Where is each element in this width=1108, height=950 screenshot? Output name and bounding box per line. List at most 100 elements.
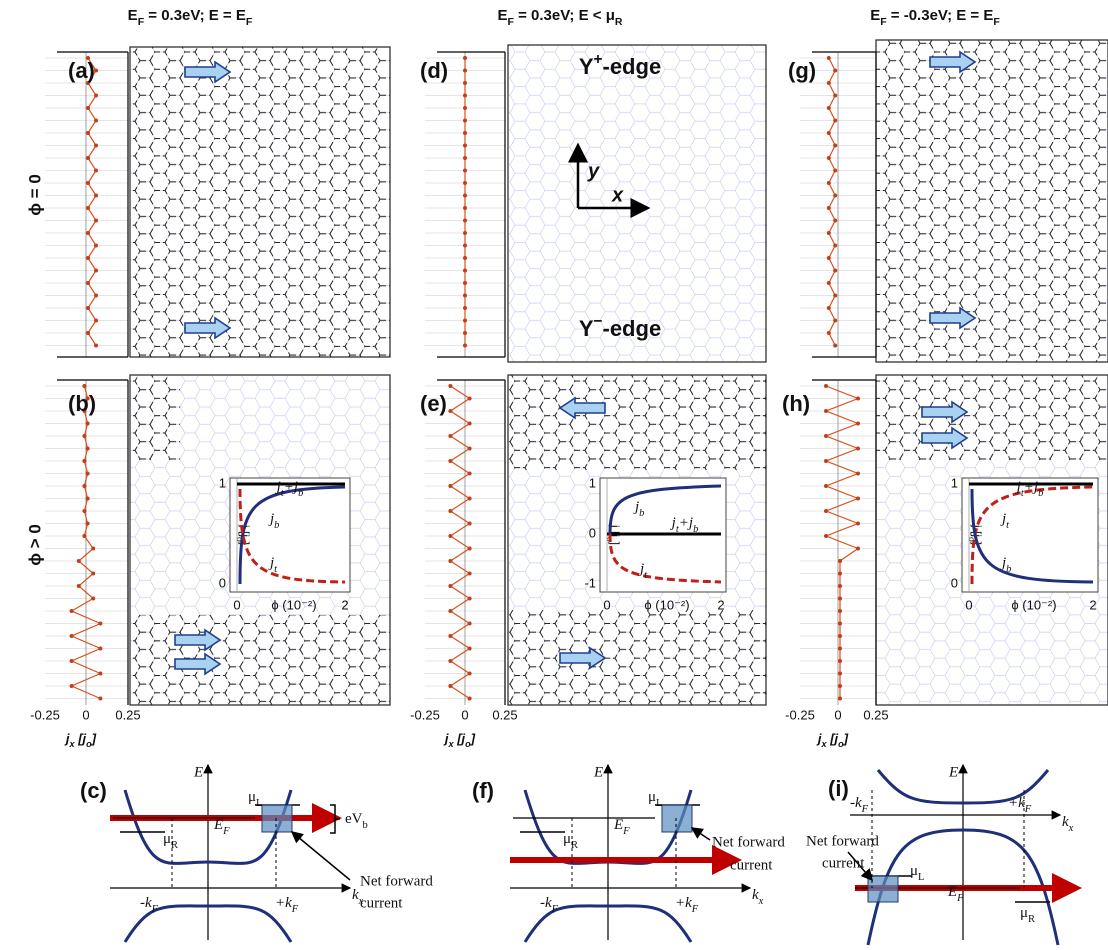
text-piece: R xyxy=(1028,914,1035,925)
text-piece: + xyxy=(1024,479,1034,495)
text-piece: E xyxy=(956,7,966,24)
text-piece: b xyxy=(1038,488,1043,499)
profile-tick: -0.25 xyxy=(785,707,815,722)
profile-point xyxy=(86,181,90,185)
profile-point xyxy=(82,534,86,538)
current-profile xyxy=(826,386,858,699)
text-piece: F xyxy=(246,16,253,28)
panel-label: (i) xyxy=(828,776,849,801)
profile-point xyxy=(838,597,842,601)
profile-point xyxy=(838,684,842,688)
profile-point xyxy=(463,156,467,160)
profile-point xyxy=(824,484,828,488)
text-piece: R xyxy=(171,840,178,851)
inset-tick: 0 xyxy=(603,597,610,612)
text-piece: Y xyxy=(579,54,594,79)
profile-point xyxy=(827,131,831,135)
text-piece: F xyxy=(956,893,964,904)
row-label: ϕ = 0 xyxy=(25,174,44,216)
profile-point xyxy=(824,534,828,538)
band-label: eVb xyxy=(345,811,368,830)
text-piece: μ xyxy=(163,831,171,847)
profile-point xyxy=(827,306,831,310)
profile-point xyxy=(94,219,98,223)
profile-point xyxy=(468,697,472,701)
text-piece: E xyxy=(579,7,589,24)
profile-point xyxy=(838,572,842,576)
text-piece: F xyxy=(551,904,559,915)
column-header: EF = 0.3eV; E < μR xyxy=(498,7,623,28)
text-piece: -k xyxy=(140,895,152,911)
profile-point xyxy=(463,144,467,148)
profile-point xyxy=(91,547,95,551)
profile-point xyxy=(833,269,837,273)
text-piece: F xyxy=(993,16,1000,28)
band-label: μR xyxy=(563,831,578,850)
text-piece: E xyxy=(213,817,223,833)
profile-point xyxy=(98,672,102,676)
profile-point xyxy=(463,306,467,310)
profile-point xyxy=(98,647,102,651)
profile-point xyxy=(833,169,837,173)
profile-point xyxy=(833,294,837,298)
text-piece: ] xyxy=(842,731,849,746)
profile-point xyxy=(98,697,102,701)
axis-name: E xyxy=(593,764,603,780)
text-piece: E xyxy=(947,884,957,900)
profile-point xyxy=(468,447,472,451)
profile-point xyxy=(838,659,842,663)
profile-tick: 0.25 xyxy=(492,707,517,722)
profile-point xyxy=(86,281,90,285)
profile-point xyxy=(838,559,842,563)
text-piece: + xyxy=(284,479,294,495)
profile-point xyxy=(838,697,842,701)
bracket xyxy=(330,805,340,833)
window xyxy=(868,876,898,902)
band-label: current xyxy=(730,857,773,873)
current-region xyxy=(130,375,180,460)
text-piece: E xyxy=(209,7,219,24)
axis-name: E xyxy=(193,764,203,780)
profile-point xyxy=(77,559,81,563)
text-piece: E xyxy=(128,7,138,24)
profile-point xyxy=(468,472,472,476)
profile-point xyxy=(86,472,90,476)
profile-point xyxy=(824,509,828,513)
profile-point xyxy=(468,647,472,651)
profile-point xyxy=(94,344,98,348)
text-piece: + xyxy=(594,51,603,68)
profile-tick: -0.25 xyxy=(30,707,60,722)
profile-point xyxy=(468,497,472,501)
current-profile xyxy=(88,58,96,346)
profile-point xyxy=(448,659,452,663)
profile-point xyxy=(86,306,90,310)
band-label: EF xyxy=(613,817,630,836)
text-piece: μ xyxy=(910,863,918,879)
profile-point xyxy=(856,497,860,501)
inset-tick: 0 xyxy=(233,597,240,612)
profile-point xyxy=(827,206,831,210)
panel-label: (c) xyxy=(80,778,107,803)
profile-point xyxy=(468,547,472,551)
text-piece: = xyxy=(219,7,236,24)
text-piece: eV xyxy=(345,811,363,827)
profile-point xyxy=(463,69,467,73)
profile-point xyxy=(463,169,467,173)
profile-point xyxy=(838,622,842,626)
current-profile xyxy=(450,386,469,699)
inset-tick: -1 xyxy=(584,575,596,590)
profile-point xyxy=(833,69,837,73)
panel-label: (e) xyxy=(420,391,447,416)
profile-point xyxy=(82,384,86,388)
current-region xyxy=(508,610,766,705)
profile-point xyxy=(468,572,472,576)
current-region xyxy=(876,40,1108,362)
profile-point xyxy=(448,634,452,638)
inset-axis-label: ϕ (10⁻²) xyxy=(644,597,689,612)
band-label: Net forward xyxy=(712,834,785,850)
profile-point xyxy=(468,397,472,401)
axis-name: kx xyxy=(752,887,764,906)
text-piece: < μ xyxy=(589,7,615,24)
band-label: μR xyxy=(163,831,178,850)
profile-point xyxy=(463,331,467,335)
